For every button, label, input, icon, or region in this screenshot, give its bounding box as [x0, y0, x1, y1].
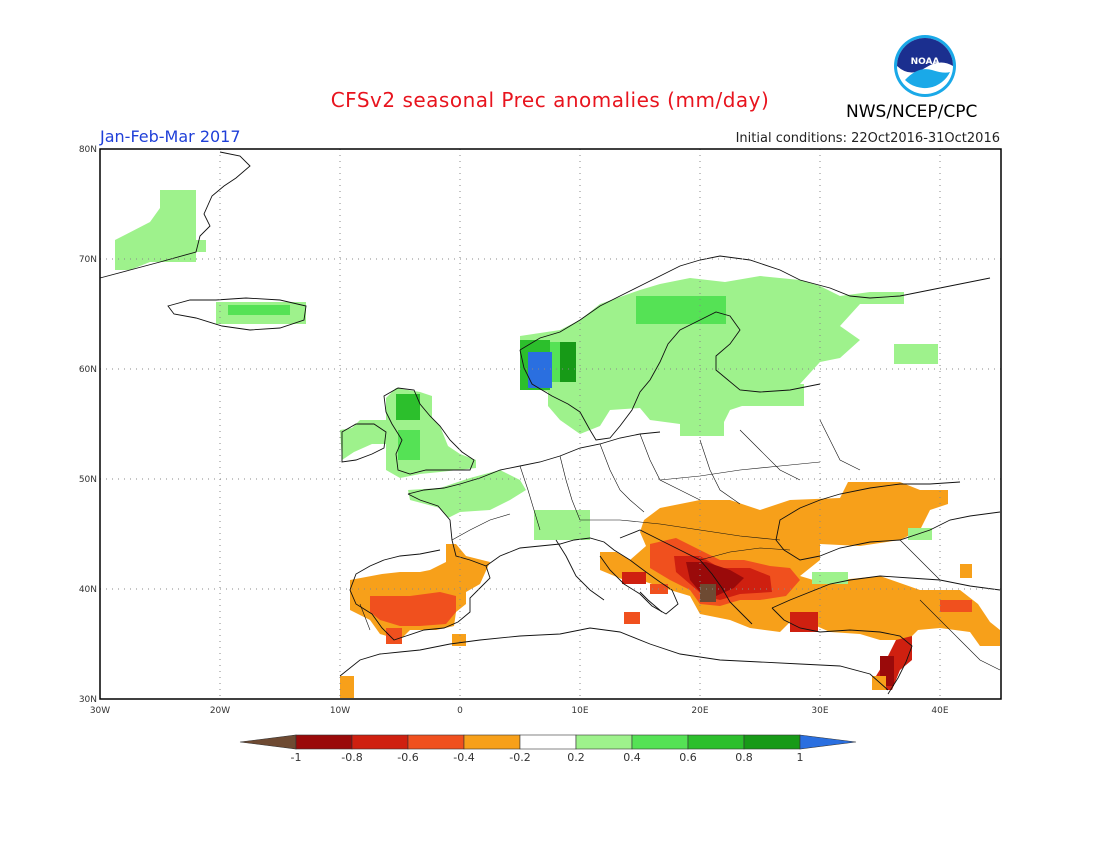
colorbar-label: 0.6: [679, 751, 697, 764]
colorbar-segment: [463, 734, 521, 750]
noaa-logo-text: NOAA: [911, 57, 940, 67]
gridlines: [100, 149, 1001, 699]
latitude-labels: 80N 70N 60N 50N 40N 30N: [79, 145, 97, 705]
colorbar-segment: [295, 734, 353, 750]
colorbar-label: -0.6: [397, 751, 418, 764]
lon-label: 30W: [90, 706, 110, 716]
colorbar-label: 0.8: [735, 751, 753, 764]
colorbar-label: 1: [797, 751, 804, 764]
colorbar-segment: [687, 734, 745, 750]
chart-title: CFSv2 seasonal Prec anomalies (mm/day): [330, 88, 770, 112]
colorbar-segment: [743, 734, 801, 750]
longitude-labels: 30W 20W 10W 0 10E 20E 30E 40E: [90, 706, 949, 716]
lon-label: 20E: [691, 706, 708, 716]
colorbar-segment: [631, 734, 689, 750]
lat-label: 60N: [79, 365, 97, 375]
colorbar-segment: [407, 734, 465, 750]
lat-label: 50N: [79, 475, 97, 485]
season-label: Jan-Feb-Mar 2017: [100, 127, 241, 146]
colorbar-label: 0.4: [623, 751, 641, 764]
colorbar-segment: [351, 734, 409, 750]
colorbar: -1 -0.8 -0.6 -0.4 -0.2 0.2 0.4 0.6 0.8 1: [239, 734, 857, 764]
country-borders: [359, 419, 1001, 671]
lon-label: 0: [457, 706, 463, 716]
lon-label: 40E: [931, 706, 948, 716]
colorbar-label: -0.2: [509, 751, 530, 764]
lon-label: 10W: [330, 706, 350, 716]
colorbar-arrow-right: [799, 734, 857, 750]
lat-label: 30N: [79, 695, 97, 705]
colorbar-label: 0.2: [567, 751, 585, 764]
lon-label: 30E: [811, 706, 828, 716]
map-frame: [99, 148, 1002, 700]
agency-label: NWS/NCEP/CPC: [846, 102, 978, 122]
lon-label: 20W: [210, 706, 230, 716]
noaa-logo: NOAA: [894, 35, 956, 97]
colorbar-arrow-left: [239, 734, 297, 750]
colorbar-label: -0.4: [453, 751, 474, 764]
initial-conditions-label: Initial conditions: 22Oct2016-31Oct2016: [735, 131, 1000, 146]
lon-label: 10E: [571, 706, 588, 716]
coastlines: [99, 151, 1001, 695]
lat-label: 40N: [79, 585, 97, 595]
lat-label: 80N: [79, 145, 97, 155]
colorbar-segment: [519, 734, 577, 750]
lat-label: 70N: [79, 255, 97, 265]
colorbar-segment: [575, 734, 633, 750]
colorbar-label: -0.8: [341, 751, 362, 764]
colorbar-label: -1: [291, 751, 302, 764]
